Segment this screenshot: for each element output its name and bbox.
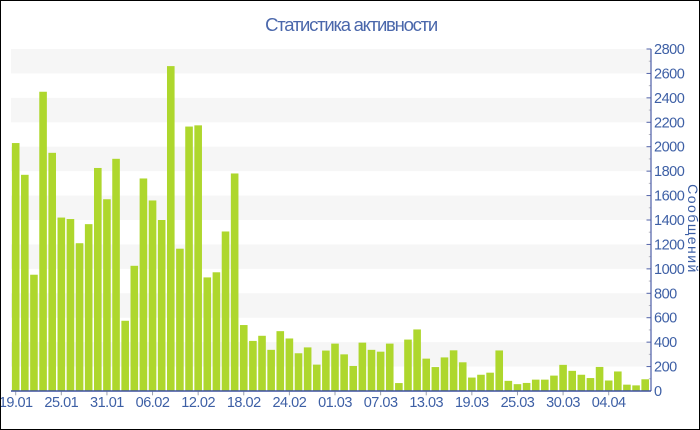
svg-text:2000: 2000	[654, 140, 685, 156]
svg-text:200: 200	[654, 360, 677, 376]
svg-text:400: 400	[654, 335, 677, 351]
svg-text:2200: 2200	[654, 115, 685, 131]
svg-text:31.01: 31.01	[90, 395, 124, 411]
svg-text:2800: 2800	[654, 42, 685, 58]
svg-text:01.03: 01.03	[318, 395, 352, 411]
svg-text:13.03: 13.03	[409, 395, 443, 411]
svg-text:04.04: 04.04	[592, 395, 626, 411]
svg-text:600: 600	[654, 311, 677, 327]
svg-text:1600: 1600	[654, 189, 685, 205]
svg-text:06.02: 06.02	[136, 395, 170, 411]
svg-text:0: 0	[654, 384, 662, 400]
svg-text:07.03: 07.03	[364, 395, 398, 411]
svg-text:19.03: 19.03	[455, 395, 489, 411]
svg-text:30.03: 30.03	[546, 395, 580, 411]
svg-text:1000: 1000	[654, 262, 685, 278]
svg-text:25.03: 25.03	[501, 395, 535, 411]
svg-text:1200: 1200	[654, 237, 685, 253]
svg-text:1800: 1800	[654, 164, 685, 180]
svg-text:19.01: 19.01	[1, 395, 33, 411]
svg-text:12.02: 12.02	[181, 395, 215, 411]
svg-text:2600: 2600	[654, 66, 685, 82]
svg-text:2400: 2400	[654, 91, 685, 107]
svg-text:1400: 1400	[654, 213, 685, 229]
svg-text:18.02: 18.02	[227, 395, 261, 411]
svg-text:24.02: 24.02	[272, 395, 306, 411]
svg-text:800: 800	[654, 286, 677, 302]
svg-text:Сообщений: Сообщений	[685, 184, 700, 274]
svg-text:Статистика активности: Статистика активности	[265, 14, 438, 35]
svg-text:25.01: 25.01	[44, 395, 78, 411]
